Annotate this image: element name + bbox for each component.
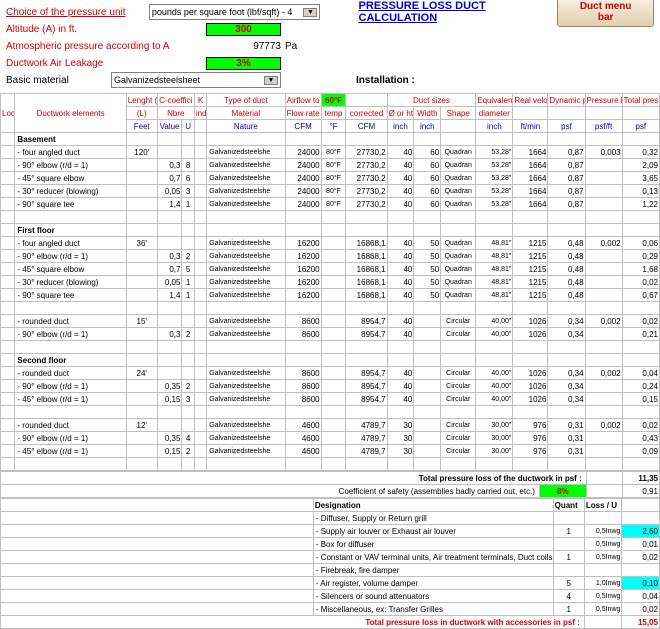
section-header: Basement	[15, 133, 126, 146]
pressure-unit-label: Choice of the pressure unit	[6, 7, 149, 18]
table-row: - rounded duct24'Galvanizedsteelshe86008…	[1, 367, 660, 380]
accessory-row: - Diffuser, Supply or Return grill	[1, 512, 660, 525]
dropdown-arrow-icon: ▼	[303, 8, 317, 17]
col-vel: Real velocity	[513, 94, 548, 107]
table-row: - 30° reducer (blowing)0,053Galvanizedst…	[1, 185, 660, 198]
loss-header: Loss / U	[584, 499, 622, 512]
col-pl: Pressure loss duct	[585, 94, 622, 107]
table-row: - 30° reducer (blowing)0,051Galvanizedst…	[1, 276, 660, 289]
safety-pct[interactable]: 8%	[539, 485, 586, 498]
table-row	[1, 302, 660, 315]
installation-label: Installation :	[356, 75, 415, 86]
leakage-label: Ductwork Air Leakage	[6, 58, 206, 69]
safety-value: 0,91	[623, 485, 660, 498]
pressure-unit-dropdown[interactable]: pounds per square foot (lbf/sqft) - 4 ▼	[149, 4, 321, 20]
atm-unit: Pa	[281, 41, 297, 52]
col-temp: 60°F	[321, 94, 346, 107]
duct-menu-button[interactable]: Duct menu bar	[557, 0, 654, 27]
duct-table: Loc Ductwork elements Lenght (L) C-coeff…	[0, 93, 660, 471]
safety-label: Coefficient of safety (assemblies badly …	[1, 485, 540, 498]
section-header: Second floor	[15, 354, 126, 367]
section-header: First floor	[15, 224, 126, 237]
table-row: - rounded duct15'Galvanizedsteelshe86008…	[1, 315, 660, 328]
col-dp: Dynamic pressure	[548, 94, 585, 107]
col-length: Lenght (L)	[126, 94, 157, 107]
accessory-row: - Box for diffuser0,5Inwg0,01	[1, 538, 660, 551]
accessory-row: - Supply air louver or Exhaust air louve…	[1, 525, 660, 538]
col-k: K	[194, 94, 206, 107]
quant-header: Quant	[553, 499, 584, 512]
material-label: Basic material	[6, 75, 111, 86]
altitude-label: Altitude (A) in ft.	[6, 24, 206, 35]
table-row: - 90° square tee1,41Galvanizedsteelshe24…	[1, 198, 660, 211]
col-sizes: Duct sizes	[387, 94, 476, 107]
table-row: - 45° elbow (r/d = 1)0,153Galvanizedstee…	[1, 393, 660, 406]
col-loc: Loc	[1, 94, 15, 133]
table-row: - 90° elbow (r/d = 1)0,352Galvanizedstee…	[1, 380, 660, 393]
page-title: PRESSURE LOSS DUCT CALCULATION	[359, 0, 558, 24]
accessory-row: - Miscellaneous, ex: Transfer Grilles10,…	[1, 603, 660, 616]
grand-total-label: Total pressure loss in ductwork with acc…	[1, 616, 585, 629]
table-row: - 90° elbow (r/d = 1)0,32Galvanizedsteel…	[1, 328, 660, 341]
designation-header: Designation	[313, 499, 553, 512]
leakage-value[interactable]: 3%	[206, 57, 281, 70]
total-ductwork-value: 11,35	[623, 472, 660, 485]
table-row: - four angled duct36'Galvanizedsteelshe1…	[1, 237, 660, 250]
accessory-row: - Silencers or sound attenuators40,5Inwg…	[1, 590, 660, 603]
col-ccoef: C-coeffici	[157, 94, 194, 107]
material-dropdown[interactable]: Galvanizedsteelsheet ▼	[111, 72, 281, 88]
table-row: - 45° square elbow0,76Galvanizedsteelshe…	[1, 172, 660, 185]
col-type: Type of duct	[207, 94, 285, 107]
accessory-row: - Air register, volume damper51,0Inwg0,1…	[1, 577, 660, 590]
table-row: - 90° elbow (r/d = 1)0,38Galvanizedsteel…	[1, 159, 660, 172]
atm-label: Atmospheric pressure according to A	[6, 41, 206, 52]
accessory-row: - Firebreak, fire damper	[1, 564, 660, 577]
grand-total-value: 15,05	[622, 616, 660, 629]
total-ductwork-label: Total pressure loss of the ductwork in p…	[1, 472, 587, 485]
dropdown-arrow-icon: ▼	[264, 76, 278, 85]
table-row: - 90° square tee1,41Galvanizedsteelshe16…	[1, 289, 660, 302]
table-row: - 90° elbow (r/d = 1)0,354Galvanizedstee…	[1, 432, 660, 445]
col-elements: Ductwork elements	[15, 94, 126, 133]
table-row	[1, 406, 660, 419]
accessories-table: Designation Quant Loss / U - Diffuser, S…	[0, 498, 660, 629]
table-row: - 45° square elbow0,75Galvanizedsteelshe…	[1, 263, 660, 276]
table-row: - 45° elbow (r/d = 1)0,152Galvanizedstee…	[1, 445, 660, 458]
table-row: - four angled duct120'Galvanizedsteelshe…	[1, 146, 660, 159]
col-airflow: Airflow to	[285, 94, 321, 107]
atm-value: 97773	[206, 41, 281, 52]
table-row: - rounded duct12'Galvanizedsteelshe46004…	[1, 419, 660, 432]
altitude-value[interactable]: 300	[206, 23, 281, 36]
totals-table: Total pressure loss of the ductwork in p…	[0, 471, 660, 498]
col-equiv: Equivalen	[476, 94, 513, 107]
table-row: - 90° elbow (r/d = 1)0,32Galvanizedsteel…	[1, 250, 660, 263]
accessory-row: - Constant or VAV terminal units, Air tr…	[1, 551, 660, 564]
col-tot: Total pres. drop	[622, 94, 659, 107]
